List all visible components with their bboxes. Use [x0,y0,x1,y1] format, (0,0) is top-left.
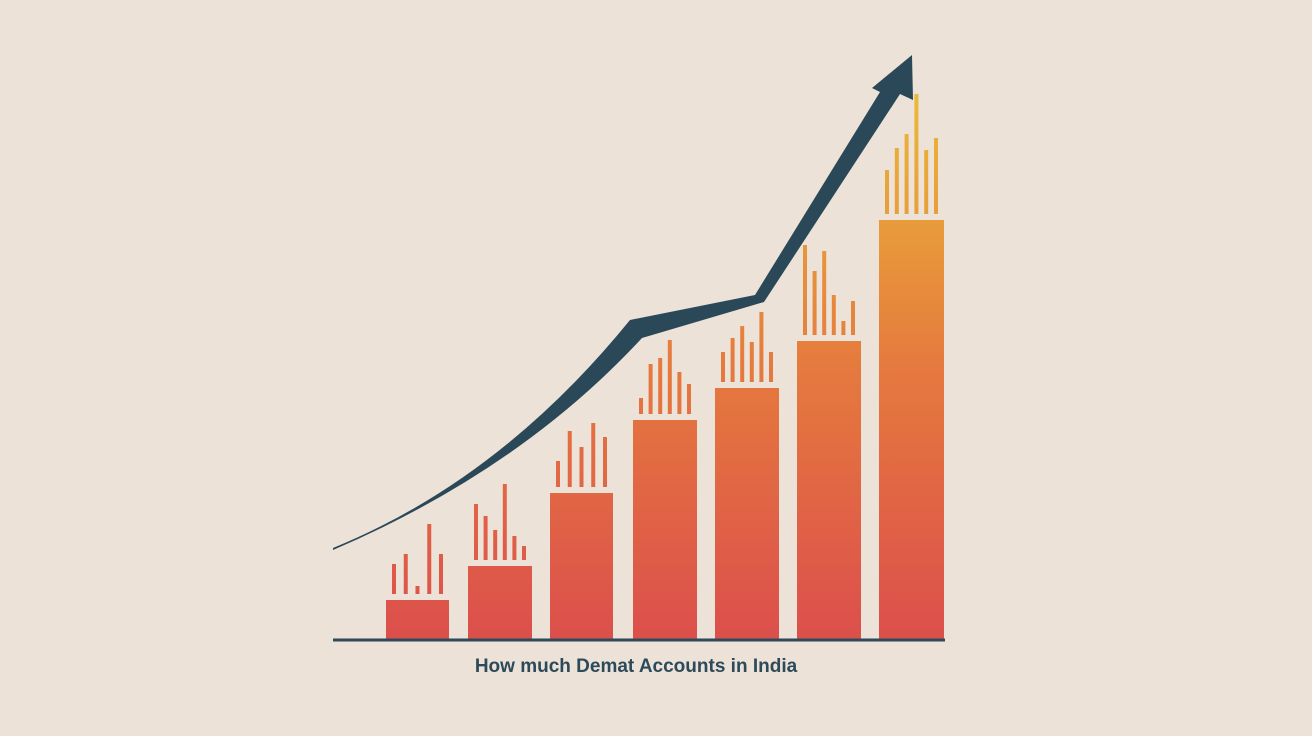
bar-spike [759,312,764,382]
bar-spike [392,564,396,594]
bar-spike [740,326,745,382]
bar-spike [493,530,498,560]
bar-spike [658,358,663,414]
bar [797,341,861,640]
bar-spike [512,536,517,560]
bar-spike [403,554,408,594]
bar-spike [812,271,817,335]
bar-spike [822,251,827,335]
bars [386,94,944,640]
bar-spike [415,586,420,594]
bar-spike [603,437,607,487]
bar-spike [483,516,488,560]
caption: How much Demat Accounts in India [475,656,798,677]
bar [715,388,779,640]
bar-spike [730,338,735,382]
bar-spike [894,148,899,214]
bar [386,600,449,640]
bar-spike [769,352,773,382]
bar-spike [667,340,672,414]
bar-spike [474,504,478,560]
bar-spike [831,295,836,335]
bar-spike [924,150,929,214]
bar-spike [885,170,889,214]
bar [550,493,613,640]
bar-spike [914,94,919,214]
bar-spike [677,372,682,414]
bar-spike [687,384,691,414]
bar-spike [648,364,653,414]
bar-spike [556,461,560,487]
bar [633,420,697,640]
bar-spike [721,352,725,382]
bar-spike [904,134,909,214]
bar-spike [591,423,596,487]
bar [879,220,944,640]
bar-spike [639,398,643,414]
bar-spike [934,138,938,214]
bar-spike [427,524,432,594]
bar-spike [439,554,443,594]
bar-spike [579,447,584,487]
bar [468,566,532,640]
bar-spike [803,245,807,335]
bar-spike [522,546,526,560]
bar-spike [749,342,754,382]
bar-spike [851,301,855,335]
bar-spike [841,321,846,335]
bar-spike [502,484,507,560]
bar-spike [567,431,572,487]
